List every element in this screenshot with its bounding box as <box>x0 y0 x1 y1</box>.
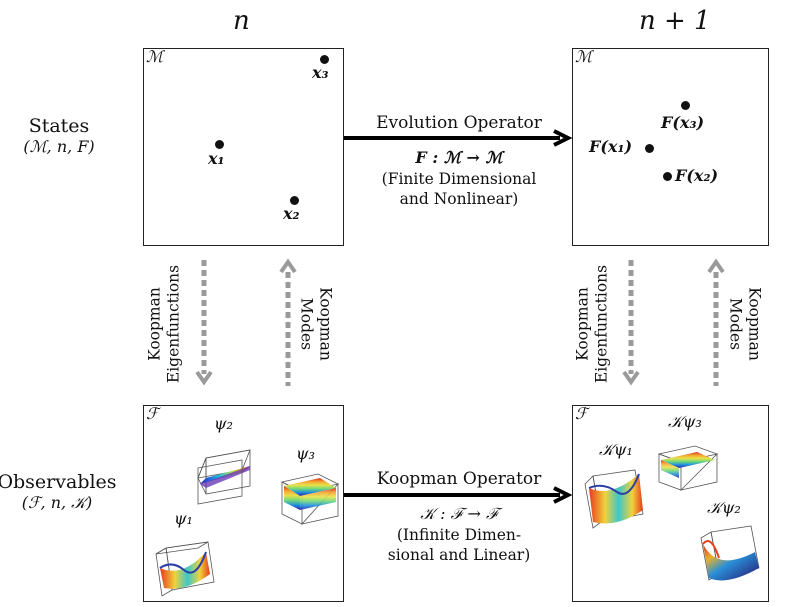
koopman-arrow <box>344 486 573 504</box>
state-space-box-n-plus-1: ℳ F(x₃) F(x₁) F(x₂) <box>572 47 769 246</box>
observable-space-box-n-plus-1: ℱ 𝒦ψ₁ 𝒦ψ₃ 𝒦ψ₂ <box>572 404 769 602</box>
eigenfunctions-arrow-right <box>622 260 640 386</box>
state-label-fx3: F(x₃) <box>661 113 705 132</box>
evolution-arrow <box>344 129 573 147</box>
state-point-x3 <box>320 55 329 64</box>
k-psi3-surface-plot <box>657 445 719 491</box>
psi1-label: ψ₁ <box>174 509 193 528</box>
eigen-line2: Eigenfunctions <box>592 264 610 384</box>
observable-space-box-n: ℱ ψ₂ ψ₃ ψ₁ <box>143 404 344 602</box>
row-label-states: States (ℳ, n, F) <box>4 115 114 156</box>
states-title: States <box>28 115 90 137</box>
eigen-line1: Koopman <box>145 287 164 361</box>
psi2-surface-plot <box>197 449 251 505</box>
function-space-label: ℱ <box>146 404 159 423</box>
koopman-operator-text: Koopman Operator 𝒦 : ℱ → ℱ (Infinite Dim… <box>344 468 574 566</box>
state-point-x2 <box>290 196 299 205</box>
evolution-equation: F : ℳ → ℳ <box>415 147 503 167</box>
eigenfunctions-label-right: Koopman Eigenfunctions <box>573 265 610 383</box>
evolution-title: Evolution Operator <box>376 113 542 133</box>
state-label-fx2: F(x₂) <box>675 166 719 185</box>
psi3-surface-plot <box>280 473 340 525</box>
k-psi2-label: 𝒦ψ₂ <box>707 498 741 517</box>
modes-line1: Koopman <box>316 287 335 361</box>
koopman-equation: 𝒦 : ℱ → ℱ <box>420 503 498 523</box>
state-label-x2: x₂ <box>283 204 300 223</box>
modes-label-right: Koopman Modes <box>726 287 764 361</box>
modes-line2: Modes <box>298 297 316 351</box>
manifold-label: ℳ <box>146 47 164 66</box>
koopman-title: Koopman Operator <box>376 469 542 489</box>
modes-label-left: Koopman Modes <box>297 287 335 361</box>
modes-arrow-left <box>279 258 297 386</box>
psi1-surface-plot <box>155 541 215 597</box>
k-psi1-label: 𝒦ψ₁ <box>599 440 633 459</box>
psi2-label: ψ₂ <box>214 414 233 433</box>
state-point-fx2 <box>663 172 672 181</box>
modes-line1: Koopman <box>745 287 764 361</box>
observables-subtitle: (ℱ, n, 𝒦) <box>21 492 93 512</box>
manifold-label: ℳ <box>575 47 593 66</box>
eigenfunctions-arrow-left <box>195 260 213 386</box>
koopman-note-1: (Infinite Dimen- <box>396 525 522 544</box>
evolution-note-2: and Nonlinear) <box>399 190 519 209</box>
eigenfunctions-label-left: Koopman Eigenfunctions <box>145 265 182 383</box>
evolution-note-1: (Finite Dimensional <box>381 169 537 188</box>
state-point-fx3 <box>681 101 690 110</box>
state-point-fx1 <box>645 144 654 153</box>
psi3-label: ψ₃ <box>296 444 315 463</box>
state-space-box-n: ℳ x₃ x₁ x₂ <box>143 47 344 246</box>
state-label-x3: x₃ <box>312 63 329 82</box>
function-space-label: ℱ <box>575 404 588 423</box>
header-n: n <box>233 6 250 36</box>
states-subtitle: (ℳ, n, F) <box>23 136 95 156</box>
k-psi1-surface-plot <box>584 469 644 529</box>
eigen-line1: Koopman <box>573 287 592 361</box>
row-label-observables: Observables (ℱ, n, 𝒦) <box>0 471 120 512</box>
modes-line2: Modes <box>727 297 745 351</box>
k-psi2-surface-plot <box>700 525 760 581</box>
koopman-note-2: sional and Linear) <box>387 546 531 565</box>
k-psi3-label: 𝒦ψ₃ <box>668 412 702 431</box>
state-label-fx1: F(x₁) <box>589 137 633 156</box>
state-label-x1: x₁ <box>208 149 225 168</box>
observables-title: Observables <box>0 471 117 493</box>
state-point-x1 <box>215 140 224 149</box>
evolution-operator-text: Evolution Operator F : ℳ → ℳ (Finite Dim… <box>344 112 574 210</box>
modes-arrow-right <box>707 258 725 386</box>
eigen-line2: Eigenfunctions <box>164 264 182 384</box>
header-n-plus-1: n + 1 <box>639 6 711 36</box>
